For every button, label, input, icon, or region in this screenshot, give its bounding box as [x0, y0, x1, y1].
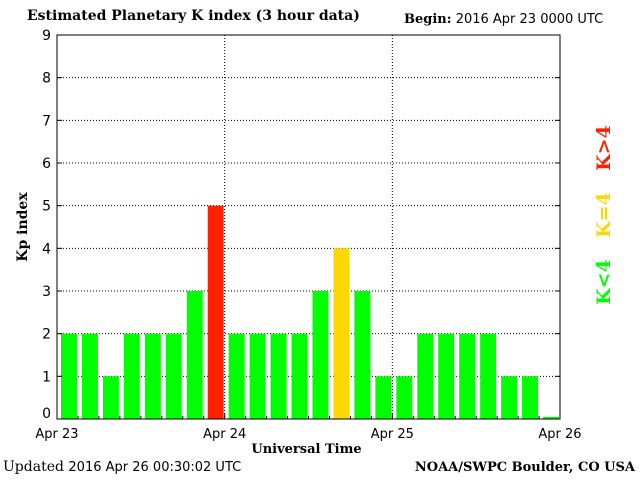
updated-info: Updated 2016 Apr 26 00:30:02 UTC — [3, 459, 241, 475]
kp-bar — [123, 333, 140, 419]
grid-lines — [57, 34, 560, 419]
y-tick-label: 5 — [42, 199, 51, 215]
y-tick-label: 3 — [42, 284, 51, 300]
kp-bar — [144, 333, 161, 419]
x-axis: Apr 23 Apr 24 Apr 25 Apr 26 — [35, 413, 582, 442]
y-axis-label: Kp index — [15, 192, 31, 262]
kp-bar — [228, 333, 245, 419]
chart-title: Estimated Planetary K index (3 hour data… — [27, 8, 360, 24]
x-tick-label: Apr 26 — [538, 427, 581, 442]
kp-bar — [522, 376, 539, 419]
kp-bar — [459, 333, 476, 419]
kp-bar — [501, 376, 518, 419]
kp-bar — [333, 248, 350, 419]
x-tick-label: Apr 23 — [35, 427, 78, 442]
y-tick-label: 0 — [42, 406, 51, 422]
y-tick-label: 6 — [42, 156, 51, 172]
begin-label: Begin: — [404, 12, 452, 27]
y-axis: 0 1 2 3 4 5 6 7 8 9 — [42, 28, 560, 422]
y-tick-label: 4 — [42, 241, 51, 257]
y-tick-label: 7 — [42, 113, 51, 129]
legend-item: K<4 — [593, 259, 615, 305]
x-axis-label: Universal Time — [251, 442, 361, 457]
y-tick-label: 8 — [42, 71, 51, 87]
kp-bar — [312, 291, 329, 419]
kp-bar — [291, 333, 308, 419]
kp-bar — [480, 333, 497, 419]
bars-group — [61, 205, 559, 419]
y-tick-label: 9 — [42, 28, 51, 44]
kp-bar — [270, 333, 287, 419]
legend-item: K>4 — [593, 125, 615, 171]
x-tick-label: Apr 25 — [371, 427, 414, 442]
legend-item: K=4 — [593, 192, 615, 238]
kp-bar — [249, 333, 266, 419]
kp-bar — [207, 205, 224, 419]
kp-bar — [81, 333, 98, 419]
credit-text: NOAA/SWPC Boulder, CO USA — [414, 460, 635, 475]
x-tick-label: Apr 24 — [203, 427, 246, 442]
kp-bar — [102, 376, 119, 419]
kp-bar — [61, 333, 77, 419]
y-tick-label: 2 — [42, 327, 51, 343]
kp-bar — [375, 376, 392, 419]
kp-bar — [438, 333, 455, 419]
updated-value: 2016 Apr 26 00:30:02 UTC — [68, 460, 242, 475]
legend: K<4 K=4 K>4 — [593, 125, 615, 305]
begin-value: 2016 Apr 23 0000 UTC — [455, 12, 604, 27]
updated-label: Updated — [3, 459, 64, 475]
kp-bar — [396, 376, 413, 419]
kp-bar — [543, 416, 559, 419]
kp-bar — [186, 291, 203, 419]
y-tick-label: 1 — [42, 369, 51, 385]
kp-bar — [417, 333, 434, 419]
kp-bar — [165, 333, 182, 419]
begin-info: Begin: 2016 Apr 23 0000 UTC — [404, 12, 603, 27]
kp-bar — [354, 291, 371, 419]
